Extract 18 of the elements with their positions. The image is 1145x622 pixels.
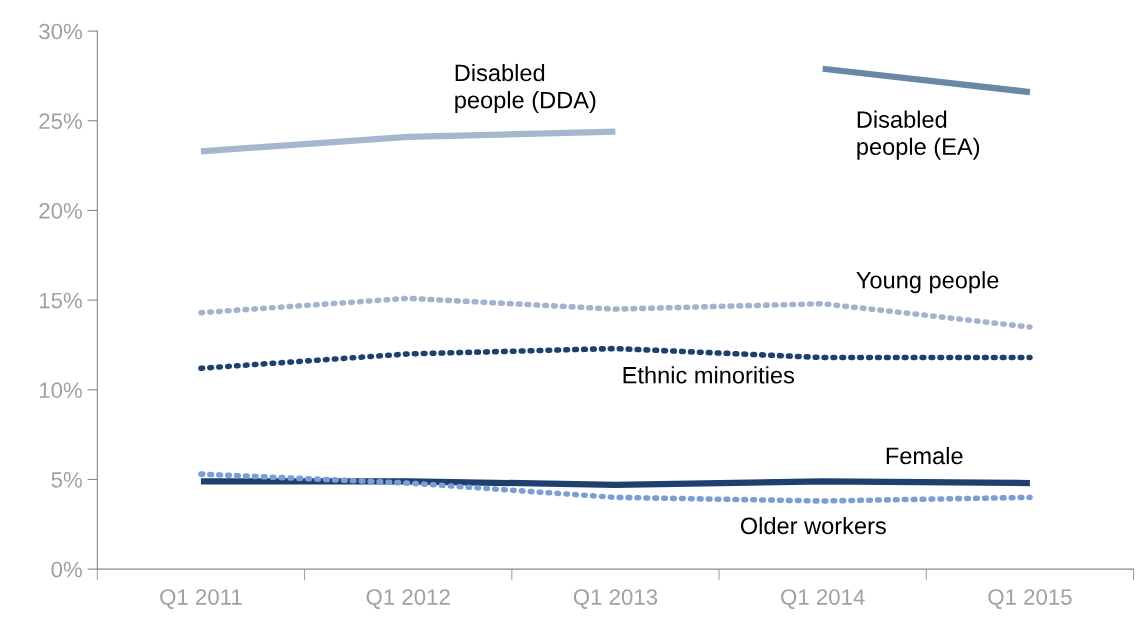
x-tick-label: Q1 2011 — [160, 589, 242, 609]
x-tick-label: Q1 2014 — [781, 589, 865, 609]
y-tick-label: 10% — [39, 382, 82, 399]
x-tick-label: Q1 2015 — [988, 589, 1072, 609]
x-tick-label: Q1 2013 — [573, 589, 658, 609]
y-tick-label: 5% — [51, 472, 82, 488]
y-tick-label: 20% — [39, 202, 82, 219]
series-label: Ethnic minorities — [623, 366, 795, 384]
series-label: Disabled people (DDA) — [455, 63, 596, 114]
y-tick-label: 0% — [51, 561, 82, 578]
series-label: Young people — [856, 271, 999, 294]
series-label: Disabled people (EA) — [857, 110, 980, 160]
y-tick-label: 30% — [39, 23, 82, 40]
x-tick-label: Q1 2012 — [366, 589, 450, 609]
series-label: Older workers — [740, 516, 886, 535]
y-tick-label: 25% — [39, 113, 82, 130]
series-label: Female — [886, 446, 963, 465]
y-tick-label: 15% — [39, 292, 82, 309]
